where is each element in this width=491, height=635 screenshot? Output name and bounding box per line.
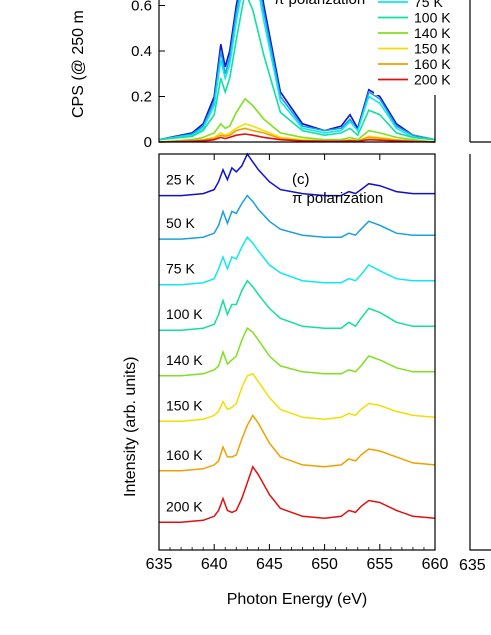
c-panel-label: (c) <box>292 171 310 188</box>
c-series-line-50k <box>159 194 435 240</box>
c-series-label: 140 K <box>166 352 203 368</box>
c-x-tick-label: 655 <box>366 556 393 573</box>
top-legend-label: 140 K <box>414 25 451 41</box>
top-legend-label: 200 K <box>414 72 451 88</box>
top-panel-title: π polarization <box>274 0 365 8</box>
top-series-line-75k <box>158 0 436 141</box>
top-series-line-150k <box>158 122 436 143</box>
c-x-tick-label: 650 <box>311 556 338 573</box>
top-panel: CPS (@ 250 m 0 0.2 0.4 0.6 π polarization 7… <box>70 0 491 151</box>
c-series-group <box>159 152 436 524</box>
c-series-line-160k <box>159 413 436 472</box>
top-legend-label: 100 K <box>414 10 451 26</box>
c-series-label: 100 K <box>166 306 203 322</box>
top-legend-label: 75 K <box>414 0 443 10</box>
neighbor-x-tick-635: 635 <box>459 557 486 574</box>
top-legend-label: 150 K <box>414 41 451 57</box>
top-series-line-50k <box>158 0 436 141</box>
c-series-line-25k <box>159 152 435 197</box>
top-y-ticks: 0 0.2 0.4 0.6 <box>131 0 165 151</box>
c-panel-title: π polarization <box>292 190 383 207</box>
c-series-line-140k <box>159 327 435 377</box>
c-series-label: 150 K <box>166 397 203 413</box>
c-series-line-200k <box>159 465 436 524</box>
c-series-label: 50 K <box>166 215 195 231</box>
c-y-axis-label: Intensity (arb. units) <box>122 357 139 498</box>
top-y-tick-label: 0.2 <box>131 89 152 106</box>
top-y-tick-label: 0.4 <box>131 43 152 60</box>
c-series-label: 25 K <box>166 172 195 188</box>
c-series-line-100k <box>159 279 435 331</box>
c-series-labels: 25 K 50 K 75 K 100 K 140 K 150 K 160 K 200 K <box>166 172 203 515</box>
c-series-label: 160 K <box>166 447 203 463</box>
c-x-tick-label: 645 <box>256 556 283 573</box>
c-series-line-75k <box>159 235 435 286</box>
c-x-axis-label: Photon Energy (eV) <box>227 591 368 608</box>
c-x-ticks: 635 640 645 650 655 660 <box>146 154 449 573</box>
c-series-line-150k <box>159 372 436 423</box>
c-x-tick-label: 640 <box>201 556 228 573</box>
top-legend-label: 160 K <box>414 56 451 72</box>
top-series-group <box>158 0 436 143</box>
panel-c: Intensity (arb. units) 635 640 645 650 655 66… <box>122 152 491 608</box>
top-series-line-140k <box>158 97 436 143</box>
top-y-axis-label: CPS (@ 250 m <box>70 10 87 118</box>
top-y-tick-label: 0 <box>144 134 152 151</box>
top-series-line-100k <box>158 0 436 141</box>
top-series-line-200k <box>158 133 436 143</box>
c-plot-frame <box>158 153 436 551</box>
top-y-tick-label: 0.6 <box>131 0 152 15</box>
top-series-line-160k <box>158 127 436 143</box>
c-x-tick-label: 660 <box>422 556 449 573</box>
c-series-label: 75 K <box>166 261 195 277</box>
c-x-tick-label: 635 <box>146 556 173 573</box>
c-series-label: 200 K <box>166 498 203 514</box>
neighbor-c-frame <box>469 154 491 551</box>
